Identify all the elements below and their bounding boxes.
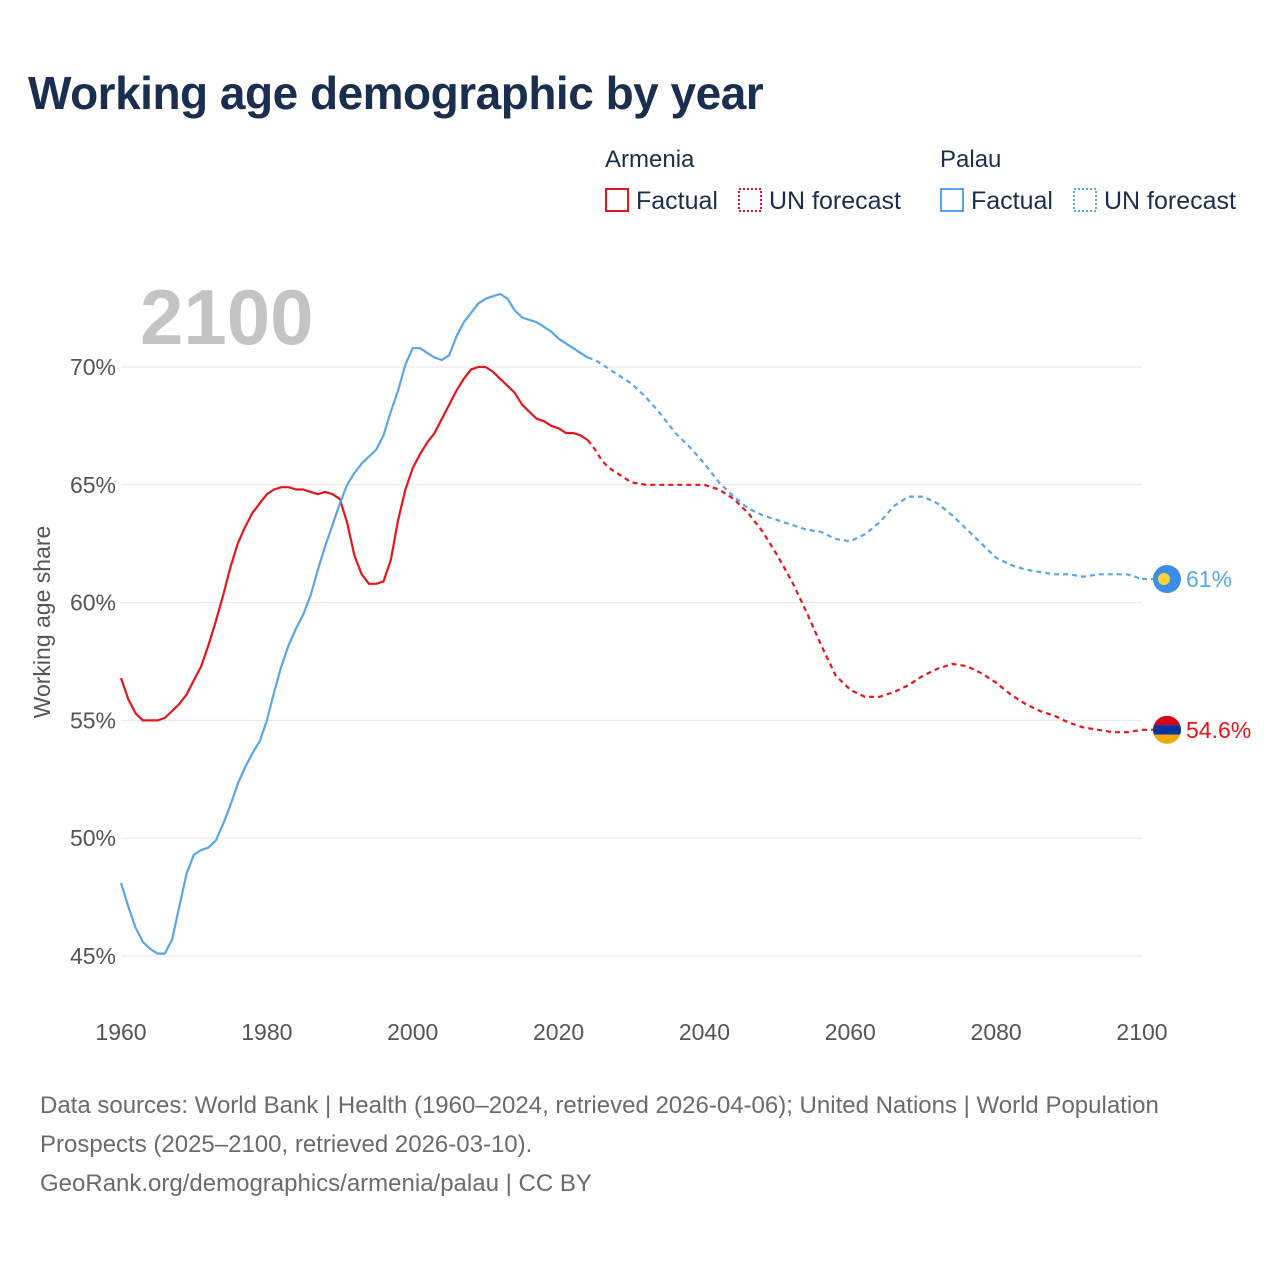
x-tick-label: 2020 [533, 1019, 584, 1045]
y-axis-ticks: 45% 50% 55% 60% 65% 70% [70, 354, 116, 969]
legend: Armenia Factual UN forecast Palau Factua… [605, 146, 1236, 215]
armenia-forecast-line [586, 439, 1143, 734]
palau-end-label: 61% [1186, 566, 1232, 592]
palau-end-marker [1153, 565, 1181, 594]
armenia-flag-icon [1153, 715, 1181, 744]
palau-forecast-line [587, 356, 1143, 581]
line-chart: Armenia Factual UN forecast Palau Factua… [29, 146, 1251, 1045]
y-axis-label: Working age share [29, 526, 55, 719]
legend-swatch-armenia-forecast [738, 188, 762, 212]
footer: Data sources: World Bank | Health (1960–… [40, 1086, 1240, 1203]
data-sources: Data sources: World Bank | Health (1960–… [40, 1092, 1159, 1158]
y-tick-label: 70% [70, 354, 116, 380]
y-tick-label: 60% [70, 590, 116, 616]
legend-label-armenia-factual: Factual [636, 187, 718, 215]
legend-group-armenia: Armenia [605, 146, 695, 173]
armenia-flag-blue [1153, 725, 1181, 735]
gridlines [121, 366, 1142, 957]
palau-flag-sun [1158, 573, 1170, 586]
series-lines [119, 292, 1166, 955]
armenia-factual-line [119, 365, 589, 722]
y-tick-label: 45% [70, 943, 116, 969]
y-tick-label: 55% [70, 707, 116, 733]
armenia-end-label: 54.6% [1186, 717, 1251, 743]
legend-label-palau-factual: Factual [971, 187, 1053, 215]
legend-swatch-palau-forecast [1073, 188, 1097, 212]
legend-swatch-armenia-factual [605, 188, 629, 212]
x-tick-label: 2040 [679, 1019, 730, 1045]
x-axis-ticks: 1960 1980 2000 2020 2040 2060 2080 2100 [95, 1019, 1167, 1045]
y-tick-label: 50% [70, 825, 116, 851]
x-tick-label: 2060 [825, 1019, 876, 1045]
legend-label-armenia-forecast: UN forecast [769, 187, 901, 215]
armenia-end-marker [1153, 715, 1181, 744]
x-tick-label: 1980 [241, 1019, 292, 1045]
armenia-flag-red [1153, 715, 1181, 726]
legend-group-palau: Palau [940, 146, 1001, 173]
chart-title: Working age demographic by year [28, 67, 764, 119]
x-tick-label: 2100 [1116, 1019, 1167, 1045]
palau-factual-line [119, 292, 589, 955]
armenia-flag-orange [1153, 734, 1181, 744]
legend-label-palau-forecast: UN forecast [1104, 187, 1236, 215]
credit-link[interactable]: GeoRank.org/demographics/armenia/palau |… [40, 1170, 592, 1197]
y-tick-label: 65% [70, 472, 116, 498]
x-tick-label: 2000 [387, 1019, 438, 1045]
x-tick-label: 1960 [95, 1019, 146, 1045]
legend-swatch-palau-factual [940, 188, 964, 212]
year-display: 2100 [140, 273, 314, 361]
x-tick-label: 2080 [971, 1019, 1022, 1045]
